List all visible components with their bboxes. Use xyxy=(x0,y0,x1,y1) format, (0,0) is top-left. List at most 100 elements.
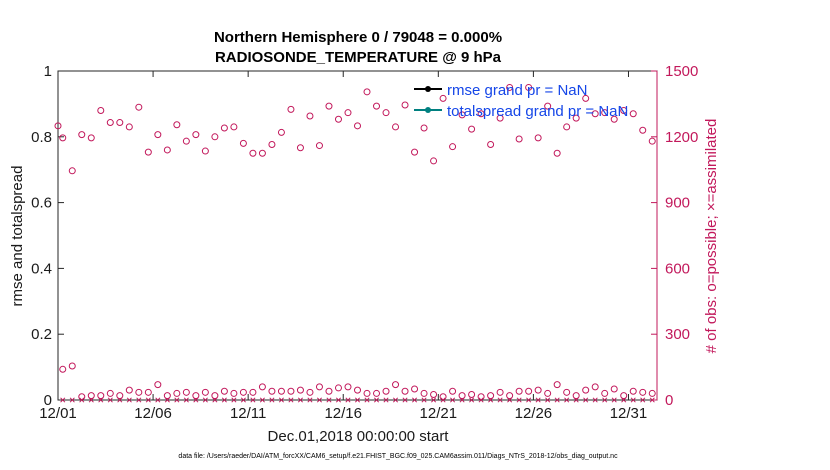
obs-possible-point xyxy=(163,392,171,400)
obs-possible-point xyxy=(78,131,86,139)
obs-assimilated-point xyxy=(402,397,408,403)
obs-possible-point xyxy=(154,131,162,139)
obs-possible-point xyxy=(468,125,476,133)
obs-assimilated-point xyxy=(183,397,189,403)
obs-possible-point xyxy=(87,134,95,142)
obs-possible-point xyxy=(173,121,181,129)
y-tick-label: 1 xyxy=(44,63,52,80)
obs-possible-point xyxy=(192,392,200,400)
obs-possible-point xyxy=(591,383,599,391)
obs-assimilated-point xyxy=(212,397,218,403)
obs-possible-point xyxy=(515,135,523,143)
obs-possible-point xyxy=(68,362,76,370)
obs-assimilated-point xyxy=(621,397,627,403)
obs-possible-point xyxy=(325,387,333,395)
obs-possible-point xyxy=(591,110,599,118)
obs-possible-point xyxy=(106,389,114,397)
y-tick-label: 0 xyxy=(44,392,52,409)
obs-possible-point xyxy=(563,388,571,396)
y-tick-label: 0.8 xyxy=(31,129,52,146)
obs-assimilated-point xyxy=(69,397,75,403)
obs-assimilated-point xyxy=(564,397,570,403)
obs-assimilated-point xyxy=(478,397,484,403)
obs-assimilated-point xyxy=(497,397,503,403)
obs-possible-point xyxy=(59,365,67,373)
obs-assimilated-point xyxy=(354,397,361,403)
obs-assimilated-point xyxy=(126,397,132,403)
obs-possible-point xyxy=(182,137,190,145)
x-tick-label: 12/01 xyxy=(39,405,77,422)
obs-assimilated-point xyxy=(316,397,323,403)
obs-possible-point xyxy=(192,131,200,139)
series-assimilated xyxy=(60,397,655,403)
obs-assimilated-point xyxy=(117,397,123,403)
obs-possible-point xyxy=(629,387,637,395)
obs-assimilated-point xyxy=(164,397,170,403)
obs-assimilated-point xyxy=(373,397,380,403)
obs-possible-point xyxy=(268,140,276,148)
legend: rmse grand pr = NaN totalspread grand pr… xyxy=(414,82,628,120)
obs-assimilated-point xyxy=(611,397,617,403)
obs-assimilated-point xyxy=(297,397,304,403)
legend-totalspread-marker xyxy=(425,107,431,113)
obs-possible-point xyxy=(430,157,438,165)
obs-possible-point xyxy=(620,392,628,400)
obs-assimilated-point xyxy=(545,397,551,403)
obs-assimilated-point xyxy=(488,397,494,403)
x-tick-label: 12/06 xyxy=(134,405,172,422)
obs-possible-point xyxy=(306,112,314,120)
obs-assimilated-point xyxy=(259,397,265,403)
obs-assimilated-point xyxy=(335,397,342,403)
obs-assimilated-point xyxy=(630,397,636,403)
obs-possible-point xyxy=(334,384,342,392)
obs-possible-point xyxy=(411,148,419,156)
obs-possible-point xyxy=(296,386,304,394)
obs-possible-point xyxy=(306,388,314,396)
obs-possible-point xyxy=(268,387,276,395)
obs-possible-point xyxy=(601,389,609,397)
obs-possible-point xyxy=(534,134,542,142)
obs-assimilated-point xyxy=(240,397,246,403)
obs-assimilated-point xyxy=(174,397,180,403)
obs-possible-point xyxy=(249,388,257,396)
obs-assimilated-point xyxy=(79,397,85,403)
obs-possible-point xyxy=(220,124,228,132)
obs-possible-point xyxy=(87,392,95,400)
obs-possible-point xyxy=(648,389,656,397)
obs-possible-point xyxy=(468,391,476,399)
obs-possible-point xyxy=(420,389,428,397)
obs-possible-point xyxy=(211,133,219,141)
obs-assimilated-point xyxy=(583,397,589,403)
obs-assimilated-point xyxy=(269,397,275,403)
obs-assimilated-point xyxy=(526,397,532,403)
y2-tick-label: 1200 xyxy=(665,129,698,146)
obs-possible-point xyxy=(363,389,371,397)
obs-possible-point xyxy=(258,149,266,157)
obs-possible-point xyxy=(544,102,552,110)
obs-possible-point xyxy=(582,386,590,394)
obs-assimilated-point xyxy=(193,397,199,403)
obs-assimilated-point xyxy=(431,397,437,403)
obs-possible-point xyxy=(487,140,495,148)
obs-possible-point xyxy=(496,388,504,396)
obs-possible-point xyxy=(230,123,238,131)
obs-possible-point xyxy=(648,137,656,145)
obs-possible-point xyxy=(163,146,171,154)
y-axis-label: rmse and totalspread xyxy=(9,166,26,307)
obs-assimilated-point xyxy=(202,397,208,403)
obs-possible-point xyxy=(125,386,133,394)
obs-possible-point xyxy=(173,389,181,397)
obs-possible-point xyxy=(401,101,409,109)
obs-possible-point xyxy=(258,383,266,391)
legend-rmse-marker xyxy=(425,86,431,92)
obs-possible-point xyxy=(334,115,342,123)
obs-assimilated-point xyxy=(554,397,560,403)
y2-tick-label: 900 xyxy=(665,195,690,212)
obs-possible-point xyxy=(525,83,533,91)
obs-possible-point xyxy=(629,110,637,118)
obs-assimilated-point xyxy=(88,397,94,403)
obs-possible-point xyxy=(125,123,133,131)
y-tick-label: 0.2 xyxy=(31,326,52,343)
obs-possible-point xyxy=(601,109,609,117)
